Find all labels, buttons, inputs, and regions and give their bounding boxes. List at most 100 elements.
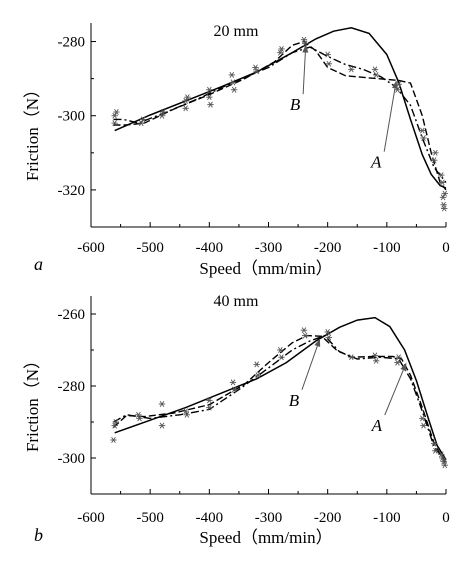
data-point-marker [136, 415, 143, 422]
data-point-marker [278, 45, 285, 52]
y-tick-label: -320 [58, 183, 86, 199]
x-tick-label: 0 [442, 240, 450, 256]
annotation-arrow [302, 52, 306, 95]
y-axis-title: Friction（N） [23, 352, 42, 452]
data-point-marker [229, 379, 237, 386]
y-tick-label: -300 [58, 109, 86, 125]
data-point-marker [300, 327, 308, 334]
data-point-marker [135, 411, 142, 418]
data-point-marker [430, 157, 438, 164]
data-point-marker [441, 205, 448, 212]
data-point-marker [439, 455, 446, 461]
data-point-marker [110, 437, 117, 443]
data-point-marker [229, 79, 237, 86]
panel-letter: a [34, 254, 43, 274]
annotation-arrowhead [391, 80, 398, 89]
y-tick-label: -280 [58, 35, 86, 51]
data-point-marker [300, 36, 308, 43]
data-point-marker [430, 440, 438, 447]
annotation-arrow [301, 345, 318, 390]
data-point-marker [207, 101, 214, 108]
data-point-marker [182, 408, 189, 415]
data-point-marker [183, 411, 191, 418]
data-point-marker [432, 149, 439, 156]
series-line-solid [114, 27, 447, 189]
data-point-marker [438, 451, 445, 458]
x-tick-label: -200 [314, 510, 342, 526]
y-tick-label: -260 [58, 307, 86, 323]
data-point-marker [206, 397, 213, 404]
data-point-marker [438, 172, 445, 179]
data-point-marker [439, 179, 446, 186]
annotation-arrowhead [302, 44, 309, 53]
data-point-marker [158, 422, 166, 429]
x-tick-label: -100 [373, 510, 401, 526]
data-point-marker [278, 354, 285, 361]
panel-letter: b [34, 525, 43, 545]
data-point-marker [184, 94, 191, 101]
x-tick-label: 0 [442, 510, 450, 526]
data-point-marker [254, 372, 262, 379]
data-point-marker [324, 51, 331, 58]
data-point-marker [395, 354, 402, 361]
series-line-solid [114, 316, 447, 461]
x-tick-label: -500 [136, 240, 164, 256]
series-line-dash [113, 334, 447, 464]
panel-title: 40 mm [214, 293, 259, 310]
x-tick-label: -400 [196, 510, 224, 526]
x-tick-label: -600 [77, 240, 105, 256]
series-line-dashdot [113, 46, 447, 183]
data-point-marker [394, 359, 401, 366]
data-point-marker [158, 401, 166, 407]
data-point-marker [252, 64, 259, 71]
data-point-marker [348, 66, 355, 73]
data-point-marker [111, 120, 118, 127]
x-tick-label: -600 [77, 510, 105, 526]
x-axis-title: Speed（mm/min） [199, 528, 332, 547]
data-point-marker [111, 112, 118, 119]
annotation-label-a: A [370, 153, 382, 172]
data-point-marker [206, 404, 213, 411]
annotation-label-b: B [290, 95, 301, 114]
data-point-marker [159, 109, 167, 115]
data-point-marker [325, 60, 333, 67]
data-point-marker [372, 71, 380, 78]
x-tick-label: -300 [255, 240, 283, 256]
x-tick-label: -200 [314, 240, 342, 256]
x-axis-title: Speed（mm/min） [199, 259, 332, 278]
x-tick-label: -400 [196, 240, 224, 256]
data-point-marker [158, 112, 166, 119]
data-point-marker [253, 68, 260, 75]
panel-title: 20 mm [214, 23, 259, 40]
data-point-marker [206, 86, 213, 93]
annotation-arrow [384, 369, 404, 416]
annotation-arrow [383, 88, 396, 152]
data-point-marker [348, 354, 355, 361]
data-point-marker [419, 127, 426, 134]
panel-b-chart: 40 mm b Speed（mm/min） Friction（N） -600 -5… [23, 293, 450, 547]
y-axis-title: Friction（N） [23, 81, 42, 181]
data-point-marker [372, 357, 380, 364]
data-point-marker [277, 49, 284, 56]
data-point-marker [113, 109, 120, 115]
annotation-label-a: A [371, 416, 383, 435]
data-point-marker [324, 329, 331, 335]
data-point-marker [301, 40, 309, 47]
data-point-marker [230, 386, 238, 393]
data-point-marker [432, 447, 439, 454]
data-point-marker [440, 458, 447, 465]
x-tick-label: -300 [255, 510, 283, 526]
data-point-marker [441, 190, 449, 197]
data-point-marker [441, 462, 449, 469]
data-point-marker [139, 116, 147, 123]
annotation-arrowhead [314, 338, 321, 348]
data-point-marker [228, 71, 236, 78]
data-point-marker [253, 361, 260, 368]
data-point-marker [206, 94, 213, 101]
series-line-dash [113, 40, 447, 191]
data-point-marker [371, 66, 379, 73]
data-point-marker [182, 97, 189, 104]
annotation-label-b: B [289, 391, 300, 410]
data-point-marker [371, 352, 379, 359]
y-tick-label: -280 [58, 379, 86, 395]
